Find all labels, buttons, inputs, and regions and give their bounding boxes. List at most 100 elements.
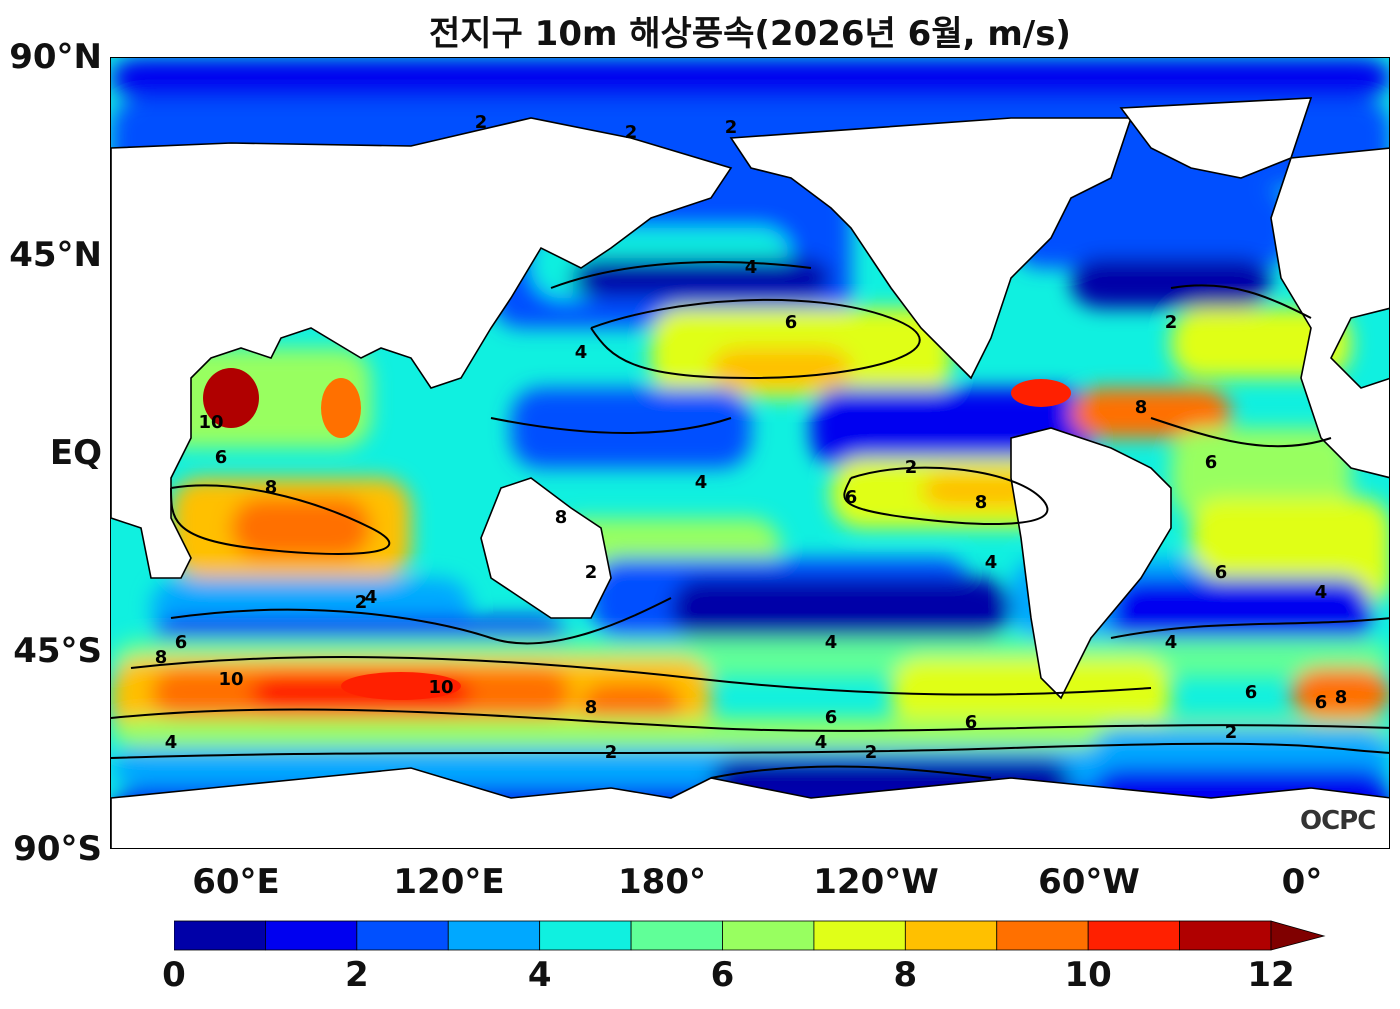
contour-label: 6 — [845, 487, 858, 508]
lon-label-60w: 60°W — [1038, 862, 1140, 902]
wind-field-region — [581, 683, 681, 723]
lon-label-180: 180° — [618, 862, 706, 902]
contour-label: 4 — [985, 552, 998, 573]
contour-label: 2 — [905, 457, 918, 478]
contour-label: 6 — [1215, 562, 1228, 583]
colorbar-swatch — [539, 920, 632, 951]
contour-label: 8 — [155, 647, 168, 668]
colorbar — [173, 920, 1334, 956]
colorbar-swatch — [447, 920, 541, 951]
contour-line — [490, 417, 732, 434]
wind-field-region — [151, 348, 371, 448]
arabian-sea-maximum — [203, 368, 259, 428]
contour-label: 2 — [585, 562, 598, 583]
lon-label-60e: 60°E — [192, 862, 280, 902]
colorbar-tick-label: 10 — [1064, 955, 1112, 995]
contour-lines — [111, 261, 1389, 779]
contour-label: 4 — [1315, 582, 1328, 603]
colorbar-swatch — [1179, 920, 1272, 951]
wind-field-region — [671, 578, 1011, 638]
contour-label: 2 — [725, 117, 738, 138]
contour-label: 6 — [1245, 682, 1258, 703]
lat-label-90s: 90°S — [13, 829, 102, 869]
contour-label: 10 — [218, 669, 243, 690]
colorbar-swatch — [1087, 920, 1180, 951]
contour-label: 8 — [1335, 687, 1348, 708]
contour-line — [170, 597, 672, 645]
north-america-landmass — [729, 117, 1133, 380]
south-america-landmass — [1010, 427, 1172, 700]
lat-label-eq: EQ — [49, 433, 102, 473]
contour-label: 6 — [215, 447, 228, 468]
contour-label: 4 — [365, 587, 378, 608]
contour-label: 8 — [555, 507, 568, 528]
wind-field-region — [111, 718, 1389, 748]
contour-label: 2 — [355, 592, 368, 613]
colorbar-swatch — [173, 920, 266, 951]
lat-label-45s: 45°S — [13, 631, 102, 671]
contour-label: 6 — [1205, 452, 1218, 473]
europe-west-landmass — [1270, 147, 1389, 479]
wind-field-region — [1111, 578, 1371, 648]
colorbar-tick-label: 0 — [162, 955, 186, 995]
wind-field-region — [1171, 428, 1351, 518]
lon-label-120w: 120°W — [813, 862, 939, 902]
contour-line — [710, 765, 992, 779]
contour-label: 8 — [1135, 397, 1148, 418]
contour-label: 2 — [475, 112, 488, 133]
contour-line — [130, 656, 1152, 696]
land-mask — [111, 97, 1389, 848]
lon-label-0: 0° — [1281, 862, 1323, 902]
colorbar-tick-label: 12 — [1247, 955, 1295, 995]
colorbar-swatch — [722, 920, 815, 951]
wind-field-region — [1071, 258, 1271, 308]
colorbar-swatch — [996, 920, 1089, 951]
contour-line — [111, 708, 1389, 732]
colorbar-swatch — [356, 920, 449, 951]
contour-line — [550, 261, 812, 289]
contour-label: 8 — [265, 477, 278, 498]
contour-label: 4 — [825, 632, 838, 653]
contour-label: 8 — [585, 697, 598, 718]
contour-label: 6 — [175, 632, 188, 653]
contour-label: 8 — [975, 492, 988, 513]
bay-of-bengal-maximum — [321, 378, 361, 438]
contour-label: 4 — [695, 472, 708, 493]
greenland-landmass — [1119, 97, 1313, 179]
southern-ocean-maximum — [341, 672, 461, 700]
wind-field-region — [571, 258, 831, 298]
contour-line — [590, 298, 921, 380]
contour-label: 2 — [865, 742, 878, 763]
colorbar-tick-label: 8 — [893, 955, 918, 995]
contour-label: 2 — [1225, 722, 1238, 743]
contour-label: 4 — [1165, 632, 1178, 653]
wind-field-region — [1011, 188, 1291, 268]
contour-line — [1150, 417, 1332, 448]
ocpc-logo: OCPC — [1300, 806, 1376, 836]
wind-field-region — [1071, 388, 1231, 438]
wind-field-region — [111, 58, 1389, 98]
wind-field-region — [711, 348, 851, 388]
wind-field-region — [1291, 668, 1389, 718]
contour-line — [1170, 284, 1312, 319]
contour-label: 6 — [1315, 692, 1328, 713]
contour-line — [843, 466, 1049, 525]
wind-speed-map: 2 2 2 2 2 2 2 2 2 2 4 4 4 4 4 4 4 4 4 4 6 6 6 6 6 6 6 6 6 6 8 8 8 8 8 8 8 10 1… — [110, 57, 1390, 849]
lat-label-90n: 90°N — [9, 37, 102, 77]
contour-label: 2 — [1165, 312, 1178, 333]
lat-label-45n: 45°N — [9, 235, 102, 275]
colorbar-tick-label: 6 — [710, 955, 735, 995]
contour-label: 4 — [575, 342, 588, 363]
contour-label: 2 — [605, 742, 618, 763]
contour-label: 4 — [165, 732, 178, 753]
contour-label: 10 — [428, 677, 453, 698]
colorbar-swatch — [630, 920, 723, 951]
colorbar-swatch — [813, 920, 906, 951]
colorbar-tick-label: 2 — [344, 955, 369, 995]
colorbar-extend-arrow — [1270, 920, 1326, 951]
contour-label: 10 — [198, 412, 223, 433]
eurasia-africa-landmass — [111, 117, 733, 579]
contour-label: 2 — [625, 122, 638, 143]
